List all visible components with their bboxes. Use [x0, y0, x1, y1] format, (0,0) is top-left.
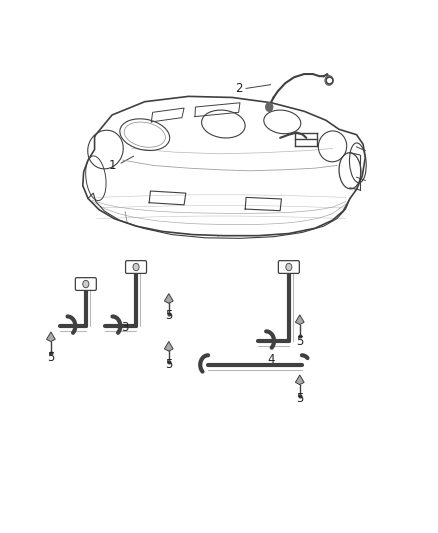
FancyBboxPatch shape: [279, 261, 299, 273]
Text: 5: 5: [296, 335, 304, 349]
Circle shape: [286, 263, 292, 271]
Text: 4: 4: [268, 353, 275, 366]
Text: 5: 5: [47, 351, 55, 365]
Polygon shape: [295, 375, 304, 385]
Circle shape: [133, 263, 139, 271]
FancyBboxPatch shape: [75, 278, 96, 290]
Text: 5: 5: [165, 358, 173, 372]
Polygon shape: [295, 315, 304, 325]
Text: 5: 5: [296, 392, 304, 405]
Text: 3: 3: [121, 321, 129, 334]
Circle shape: [266, 103, 273, 111]
FancyBboxPatch shape: [126, 261, 147, 273]
Polygon shape: [164, 342, 173, 351]
Circle shape: [83, 280, 89, 288]
Circle shape: [325, 76, 333, 85]
Polygon shape: [164, 294, 173, 303]
Text: 2: 2: [235, 82, 242, 95]
Text: 1: 1: [108, 159, 116, 172]
Text: 5: 5: [165, 309, 173, 322]
Polygon shape: [46, 332, 55, 342]
